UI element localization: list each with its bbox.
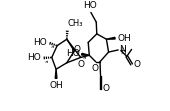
Text: O: O	[73, 45, 80, 54]
Text: O: O	[78, 60, 85, 69]
Text: O: O	[134, 60, 141, 69]
Text: HO: HO	[66, 49, 80, 58]
Polygon shape	[106, 37, 115, 39]
Text: HO: HO	[83, 1, 97, 10]
Text: OH: OH	[49, 81, 63, 90]
Polygon shape	[82, 53, 89, 55]
Text: O: O	[92, 64, 99, 73]
Text: N: N	[119, 45, 125, 54]
Text: CH₃: CH₃	[68, 19, 83, 28]
Text: HO: HO	[27, 54, 41, 62]
Text: O: O	[103, 84, 110, 93]
Text: ,,: ,,	[44, 55, 49, 64]
Text: H: H	[120, 47, 126, 56]
Polygon shape	[55, 69, 57, 78]
Text: ,,: ,,	[50, 40, 55, 49]
Text: HO: HO	[33, 38, 47, 47]
Text: ,,: ,,	[83, 51, 87, 60]
Text: OH: OH	[117, 34, 131, 43]
